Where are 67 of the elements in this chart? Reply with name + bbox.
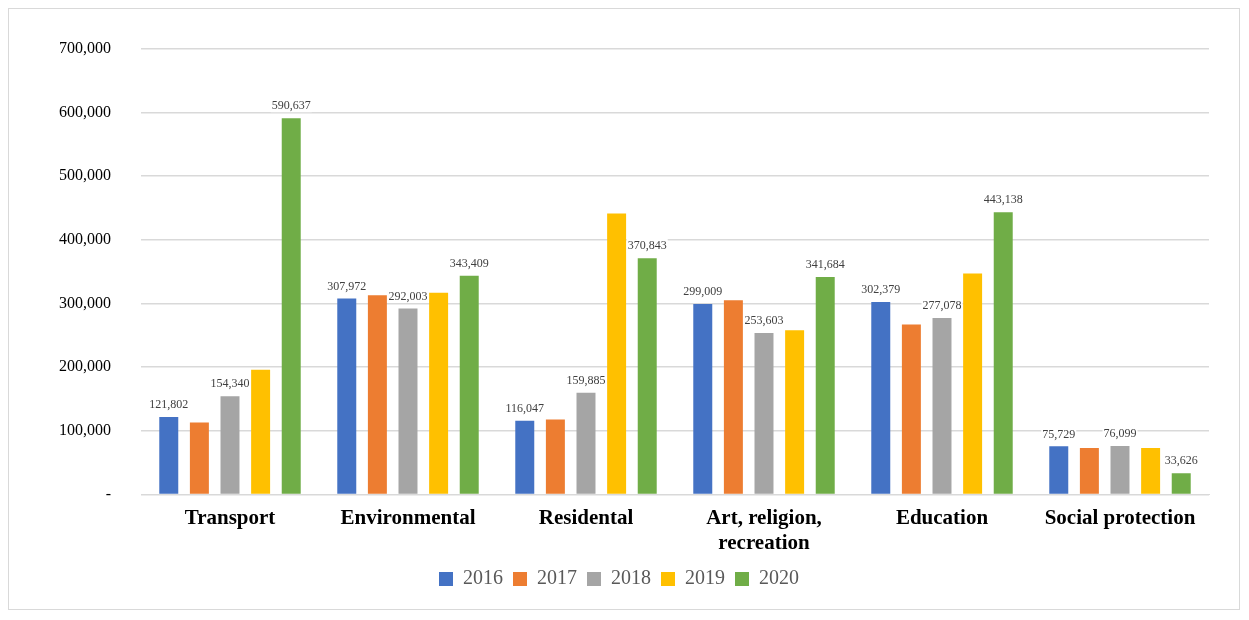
x-tick-label: Transport [184, 504, 276, 529]
legend-label: 2019 [685, 566, 725, 589]
bar [251, 369, 271, 494]
bar [607, 213, 627, 494]
bar [1079, 448, 1099, 494]
y-tick-label: 200,000 [59, 357, 111, 375]
bar [281, 118, 301, 494]
legend-label: 2017 [537, 566, 577, 589]
y-tick-label: 100,000 [59, 421, 111, 439]
x-tick-label: Residental [538, 504, 634, 529]
x-tick-label: Social protection [1044, 504, 1196, 529]
legend-label: 2018 [611, 566, 651, 589]
bar [1049, 446, 1069, 494]
y-tick-label: 500,000 [59, 166, 111, 184]
data-label: 299,009 [683, 284, 723, 299]
y-tick-label: 300,000 [59, 293, 111, 311]
bar [693, 304, 713, 494]
bar [815, 276, 835, 494]
bar [459, 275, 479, 494]
data-label: 116,047 [505, 400, 545, 415]
data-label: 343,409 [449, 255, 489, 270]
bar [1141, 448, 1161, 494]
x-tick-label: Environmental [340, 504, 476, 529]
bar [785, 330, 805, 494]
bar [723, 300, 743, 494]
bar [932, 318, 952, 494]
data-label: 590,637 [271, 98, 311, 113]
legend-label: 2020 [759, 566, 799, 589]
bar [576, 392, 596, 494]
bar [515, 420, 535, 494]
y-tick-label: 600,000 [59, 102, 111, 120]
data-label: 75,729 [1042, 426, 1076, 441]
data-label: 292,003 [388, 288, 428, 303]
bar [1171, 473, 1191, 494]
data-label: 302,379 [861, 282, 901, 297]
data-label: 154,340 [210, 376, 250, 391]
bar [367, 295, 387, 494]
bar [429, 292, 449, 494]
data-label: 341,684 [805, 257, 845, 272]
y-tick-label: 700,000 [59, 38, 111, 56]
bar [901, 324, 921, 494]
bar [545, 419, 565, 494]
data-label: 253,603 [744, 313, 784, 328]
bar [754, 333, 774, 494]
data-label: 33,626 [1164, 453, 1198, 468]
x-tick-label: Education [895, 504, 989, 529]
x-tick-label: Art, religion, recreation [706, 504, 822, 554]
y-tick-label: 400,000 [59, 229, 111, 247]
data-label: 76,099 [1103, 426, 1137, 441]
data-label: 277,078 [922, 298, 962, 313]
data-label: 159,885 [566, 372, 606, 387]
bar [871, 301, 891, 494]
data-label: 370,843 [627, 238, 667, 253]
bar [993, 212, 1013, 494]
bar [1110, 446, 1130, 494]
bar [220, 396, 240, 494]
bar [963, 273, 983, 494]
bar [189, 422, 209, 494]
bar [637, 258, 657, 494]
data-label: 307,972 [327, 278, 367, 293]
bar [337, 298, 357, 494]
y-tick-label: - [105, 484, 111, 502]
legend-label: 2016 [463, 566, 503, 589]
bar [398, 308, 418, 494]
bar [159, 417, 179, 494]
data-label: 121,802 [149, 397, 189, 412]
data-label: 443,138 [983, 192, 1023, 207]
